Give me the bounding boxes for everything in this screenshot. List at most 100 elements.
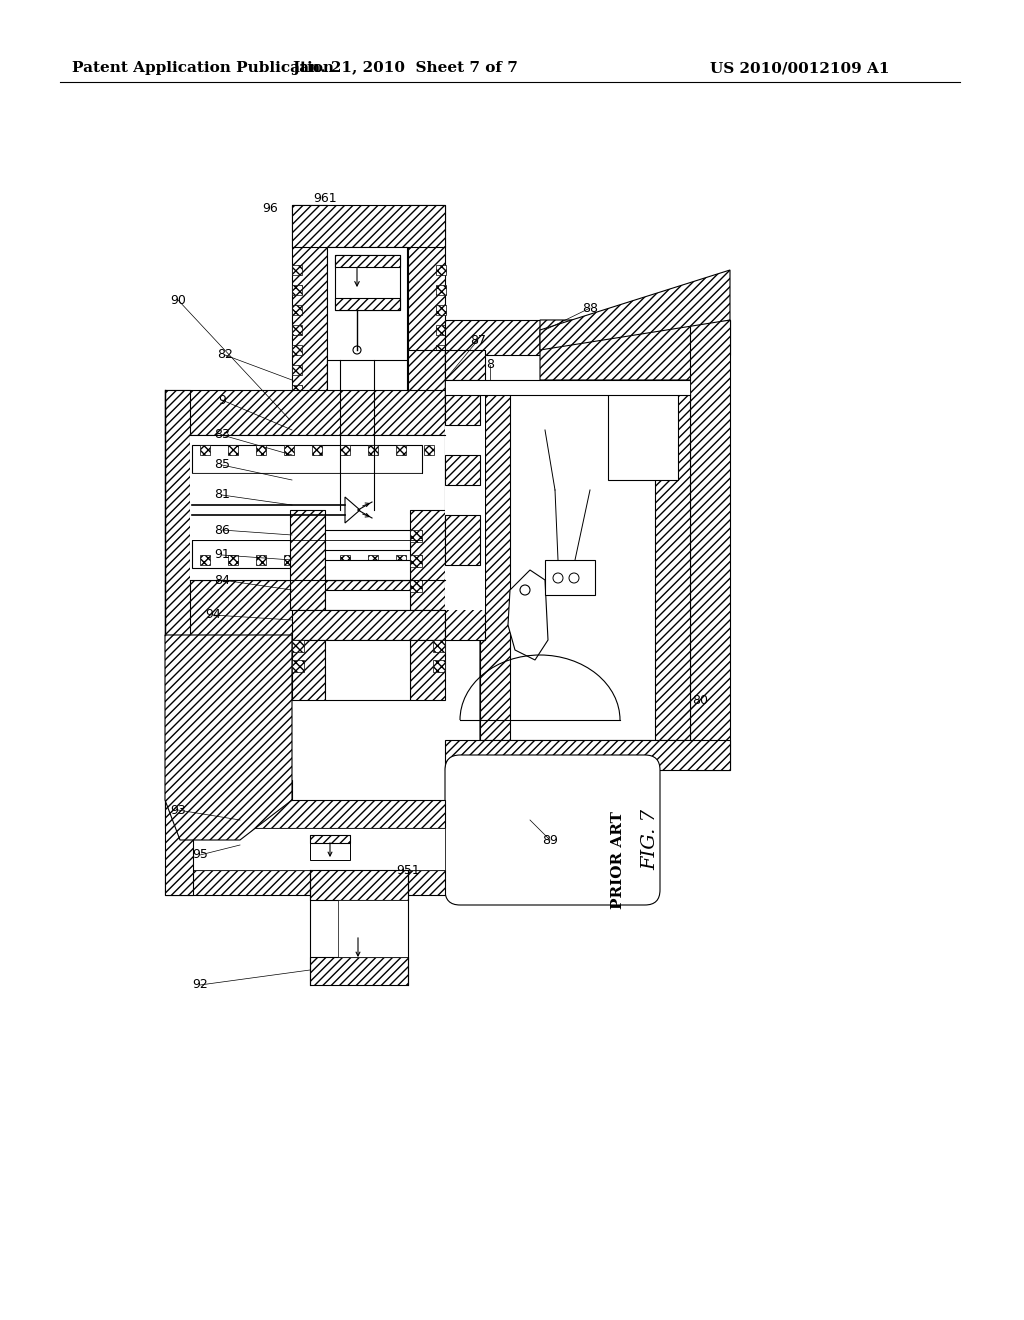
Text: 86: 86 [214, 524, 230, 536]
Bar [193, 473, 422, 540]
Bar [193, 506, 345, 515]
Bar [433, 640, 445, 652]
Bar [436, 345, 446, 355]
Bar [436, 305, 446, 315]
Text: 96: 96 [262, 202, 278, 214]
Polygon shape [508, 570, 548, 660]
Text: PRIOR ART: PRIOR ART [611, 810, 625, 909]
Text: Patent Application Publication: Patent Application Publication [72, 61, 334, 75]
Bar [655, 389, 690, 741]
Bar [340, 554, 350, 565]
Bar [436, 425, 446, 436]
Bar [292, 405, 302, 414]
Bar [445, 319, 730, 355]
Bar [445, 741, 730, 770]
Bar [424, 445, 434, 455]
Bar [310, 870, 408, 900]
Bar [335, 255, 400, 267]
Bar [410, 640, 445, 700]
Bar [310, 957, 408, 985]
Bar [410, 579, 422, 591]
Bar [325, 640, 410, 700]
Bar [335, 298, 400, 310]
Bar [545, 560, 595, 595]
Circle shape [520, 585, 530, 595]
Polygon shape [345, 498, 360, 523]
Bar [436, 385, 446, 395]
Bar [292, 285, 302, 294]
Circle shape [553, 573, 563, 583]
Bar [312, 554, 322, 565]
Bar [410, 554, 422, 568]
Bar [325, 560, 410, 579]
Text: FIG. 7: FIG. 7 [641, 809, 659, 870]
Bar [193, 445, 422, 473]
Polygon shape [165, 780, 292, 800]
Bar [445, 515, 480, 565]
Bar [445, 380, 480, 425]
Text: 961: 961 [313, 191, 337, 205]
Bar [292, 205, 445, 247]
Bar [480, 389, 510, 741]
Text: 93: 93 [170, 804, 186, 817]
Bar [292, 425, 302, 436]
Bar [165, 389, 445, 436]
Polygon shape [480, 389, 685, 741]
Bar [292, 265, 302, 275]
Bar [368, 445, 378, 455]
Bar [200, 445, 210, 455]
Bar [445, 455, 480, 484]
Bar [445, 350, 485, 640]
Bar [410, 510, 455, 610]
Bar [310, 836, 350, 861]
Bar [193, 540, 422, 568]
Text: 91: 91 [214, 549, 229, 561]
Bar [335, 255, 400, 310]
Text: 89: 89 [542, 833, 558, 846]
Polygon shape [165, 635, 292, 840]
Circle shape [569, 573, 579, 583]
Bar [436, 265, 446, 275]
Text: 9: 9 [218, 393, 226, 407]
FancyBboxPatch shape [445, 755, 660, 906]
Bar [165, 800, 193, 895]
Bar [396, 554, 406, 565]
Bar [165, 800, 445, 828]
Bar [292, 640, 325, 700]
Polygon shape [540, 271, 730, 350]
Bar [338, 900, 408, 957]
Bar [436, 366, 446, 375]
Bar [200, 554, 210, 565]
Bar [165, 389, 190, 635]
Bar [436, 285, 446, 294]
Bar [436, 405, 446, 414]
Bar [284, 445, 294, 455]
Bar [292, 366, 302, 375]
Bar [292, 345, 302, 355]
Text: Jan. 21, 2010  Sheet 7 of 7: Jan. 21, 2010 Sheet 7 of 7 [292, 61, 518, 75]
Text: 94: 94 [205, 609, 221, 622]
Text: 81: 81 [214, 488, 230, 502]
Bar [165, 870, 445, 895]
Bar [165, 579, 445, 635]
Text: 8: 8 [486, 359, 494, 371]
Bar [256, 554, 266, 565]
Text: 83: 83 [214, 429, 230, 441]
Bar [193, 828, 445, 870]
Text: US 2010/0012109 A1: US 2010/0012109 A1 [711, 61, 890, 75]
Bar [292, 325, 302, 335]
Text: 92: 92 [193, 978, 208, 991]
Text: 90: 90 [170, 293, 186, 306]
Text: 82: 82 [217, 348, 232, 362]
Bar [325, 531, 410, 550]
Bar [368, 554, 378, 565]
Bar [292, 305, 302, 315]
Bar [410, 531, 422, 543]
Bar [408, 205, 445, 510]
Bar [436, 325, 446, 335]
Bar [327, 360, 407, 510]
Bar [292, 385, 302, 395]
Bar [608, 389, 678, 480]
Bar [480, 389, 685, 741]
Bar [292, 610, 445, 640]
